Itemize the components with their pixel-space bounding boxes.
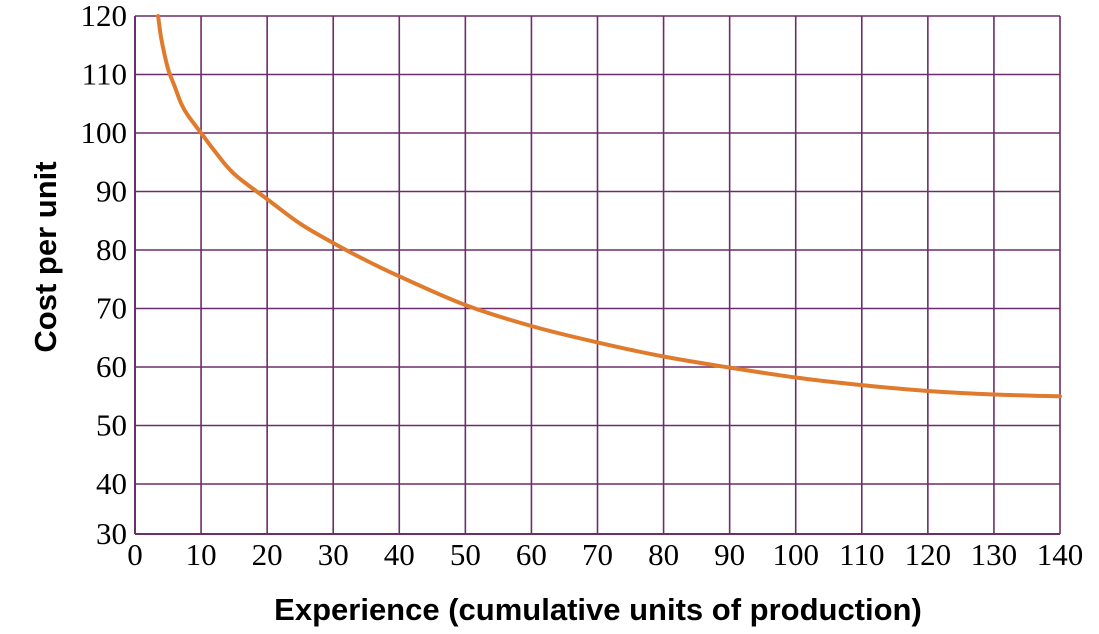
y-axis-label: Cost per unit xyxy=(28,161,63,352)
x-tick-label: 100 xyxy=(772,537,819,572)
x-tick-label: 80 xyxy=(648,537,679,572)
x-tick-label: 60 xyxy=(516,537,547,572)
grid xyxy=(134,15,1061,535)
x-tick-label: 30 xyxy=(318,537,349,572)
y-tick-label: 100 xyxy=(81,115,128,150)
y-tick-label: 60 xyxy=(96,349,127,384)
y-tick-label: 120 xyxy=(81,0,128,33)
y-tick-label: 90 xyxy=(96,174,127,209)
x-tick-label: 130 xyxy=(971,537,1018,572)
y-tick-label: 110 xyxy=(82,57,127,92)
x-tick-label: 70 xyxy=(582,537,613,572)
x-tick-label: 40 xyxy=(384,537,415,572)
x-tick-label: 140 xyxy=(1037,537,1084,572)
y-tick-label: 40 xyxy=(96,466,127,501)
x-tick-label: 90 xyxy=(714,537,745,572)
x-tick-label: 50 xyxy=(450,537,481,572)
cost-curve xyxy=(156,14,1062,399)
x-axis-label: Experience (cumulative units of producti… xyxy=(274,592,922,627)
x-tick-label: 10 xyxy=(186,537,217,572)
y-tick-label: 70 xyxy=(96,291,127,326)
y-tick-label: 30 xyxy=(96,516,127,551)
x-tick-labels: 0 10 20 30 40 50 60 70 80 90 100 110 120 130 140 xyxy=(127,537,1083,572)
y-tick-labels: 30 40 50 60 70 80 90 100 110 120 xyxy=(81,0,128,551)
x-tick-label: 110 xyxy=(839,537,884,572)
y-tick-label: 80 xyxy=(96,232,127,267)
y-tick-label: 50 xyxy=(96,408,127,443)
x-tick-label: 0 xyxy=(127,537,143,572)
x-tick-label: 20 xyxy=(252,537,283,572)
x-tick-label: 120 xyxy=(905,537,952,572)
